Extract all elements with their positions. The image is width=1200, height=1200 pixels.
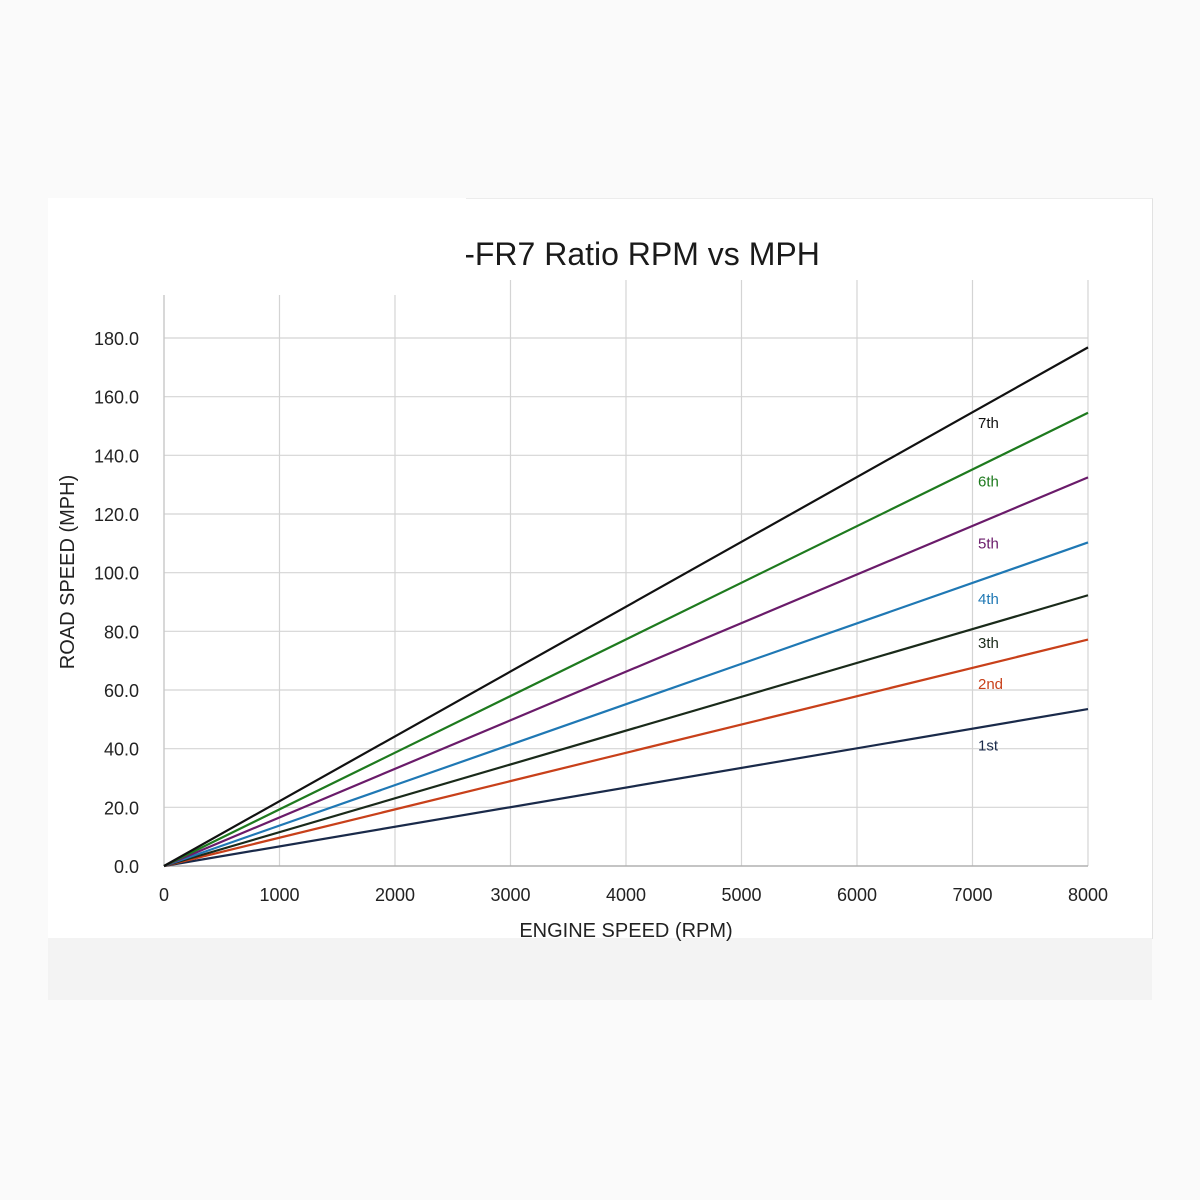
chart-card [48, 198, 1153, 939]
series-label-3th: 3th [978, 635, 999, 652]
series-line-3th [163, 594, 1089, 868]
y-tick-label: 80.0 [104, 622, 139, 642]
series-label-7th: 7th [978, 415, 999, 432]
y-tick-label: 20.0 [104, 798, 139, 818]
x-tick-label: 0 [159, 885, 169, 905]
x-tick-label: 5000 [721, 885, 761, 905]
grid [164, 280, 1089, 866]
card-footer-band [48, 938, 1152, 1000]
title-mask [48, 198, 466, 295]
x-axis-title: ENGINE SPEED (RPM) [519, 920, 732, 942]
series-label-5th: 5th [978, 535, 999, 552]
x-tick-label: 4000 [606, 885, 646, 905]
x-tick-label: 1000 [259, 885, 299, 905]
series-label-6th: 6th [978, 474, 999, 491]
series-line-4th [163, 541, 1089, 868]
x-tick-label: 8000 [1068, 885, 1108, 905]
series-line-6th [163, 411, 1089, 867]
y-tick-label: 0.0 [114, 857, 139, 877]
series-line-7th [163, 346, 1089, 867]
series-label-1st: 1st [978, 738, 999, 755]
x-tick-label: 7000 [952, 885, 992, 905]
series-label-2nd: 2nd [978, 676, 1003, 693]
axes: 0.0 20.0 40.0 60.0 80.0 100.0 120.0 140.0 160.0 1… [94, 295, 1108, 905]
x-tick-label: 2000 [375, 885, 415, 905]
y-tick-label: 40.0 [104, 740, 139, 760]
series-labels: 1st 2nd 3th 4th 5th 6th 7th [978, 415, 1003, 755]
y-tick-label: 140.0 [94, 446, 139, 466]
series-line-1st [163, 707, 1089, 868]
series-line-5th [163, 476, 1089, 868]
series [163, 346, 1089, 868]
x-tick-label: 3000 [490, 885, 530, 905]
chart-title: -FR7 Ratio RPM vs MPH [464, 236, 820, 272]
y-tick-label: 160.0 [94, 388, 139, 408]
x-tick-label: 6000 [837, 885, 877, 905]
series-line-2nd [163, 638, 1089, 868]
y-axis-title: ROAD SPEED (MPH) [57, 475, 79, 669]
y-tick-label: 100.0 [94, 564, 139, 584]
y-tick-label: 180.0 [94, 329, 139, 349]
series-label-4th: 4th [978, 591, 999, 608]
y-tick-label: 120.0 [94, 505, 139, 525]
y-tick-label: 60.0 [104, 681, 139, 701]
